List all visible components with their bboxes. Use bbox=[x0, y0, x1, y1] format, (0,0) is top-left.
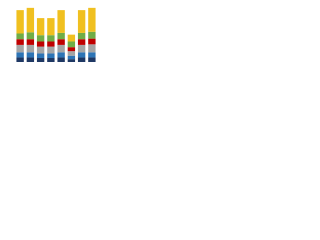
bar-segment bbox=[36, 46, 45, 54]
bar-segment bbox=[88, 52, 96, 58]
bar-segment bbox=[77, 39, 86, 45]
bar-segment bbox=[36, 35, 45, 42]
bar-segment bbox=[26, 44, 35, 53]
bar-segment bbox=[88, 7, 96, 32]
bar-segment bbox=[36, 41, 45, 47]
bar-segment bbox=[77, 44, 86, 53]
page: (() => { const data = JSON.parse(documen… bbox=[0, 0, 320, 71]
bar-segment bbox=[36, 18, 45, 36]
bar-segment bbox=[77, 10, 86, 33]
bar-segment bbox=[88, 31, 96, 39]
bar-segment bbox=[47, 46, 55, 54]
bar-segment bbox=[47, 58, 55, 62]
bar-segment bbox=[26, 39, 35, 45]
bar-segment bbox=[77, 52, 86, 58]
bar-segment bbox=[47, 35, 55, 42]
bar-segment bbox=[16, 44, 24, 53]
bar-segment bbox=[57, 10, 65, 33]
bar-segment bbox=[47, 53, 55, 59]
bar-segment bbox=[26, 7, 35, 33]
bar-segment bbox=[16, 33, 24, 40]
chart bbox=[0, 0, 100, 71]
bar-segment bbox=[26, 32, 35, 40]
bar-segment bbox=[26, 52, 35, 58]
bar-segment bbox=[36, 53, 45, 59]
bar-segment bbox=[16, 39, 24, 45]
bar-segment bbox=[88, 44, 96, 53]
bar-segment bbox=[67, 47, 76, 52]
bar-segment bbox=[67, 34, 76, 42]
bar-segment bbox=[67, 55, 76, 60]
bar-segment bbox=[88, 38, 96, 45]
bar-segment bbox=[57, 39, 65, 45]
bar-segment bbox=[77, 32, 86, 40]
bar-segment bbox=[16, 52, 24, 58]
bar-segment bbox=[16, 57, 24, 62]
bar-segment bbox=[88, 57, 96, 62]
bar-segment bbox=[47, 18, 55, 36]
bar-segment bbox=[47, 41, 55, 47]
bar-segment bbox=[67, 41, 76, 48]
bar-segment bbox=[26, 57, 35, 62]
bar-segment bbox=[16, 10, 24, 34]
bar-segment bbox=[67, 51, 76, 56]
bar-segment bbox=[57, 57, 65, 62]
bar-segment bbox=[57, 32, 65, 40]
bar-segment bbox=[77, 57, 86, 62]
bar-segment bbox=[67, 59, 76, 62]
bar-segment bbox=[36, 58, 45, 62]
bar-segment bbox=[57, 44, 65, 53]
bar-segment bbox=[57, 52, 65, 58]
